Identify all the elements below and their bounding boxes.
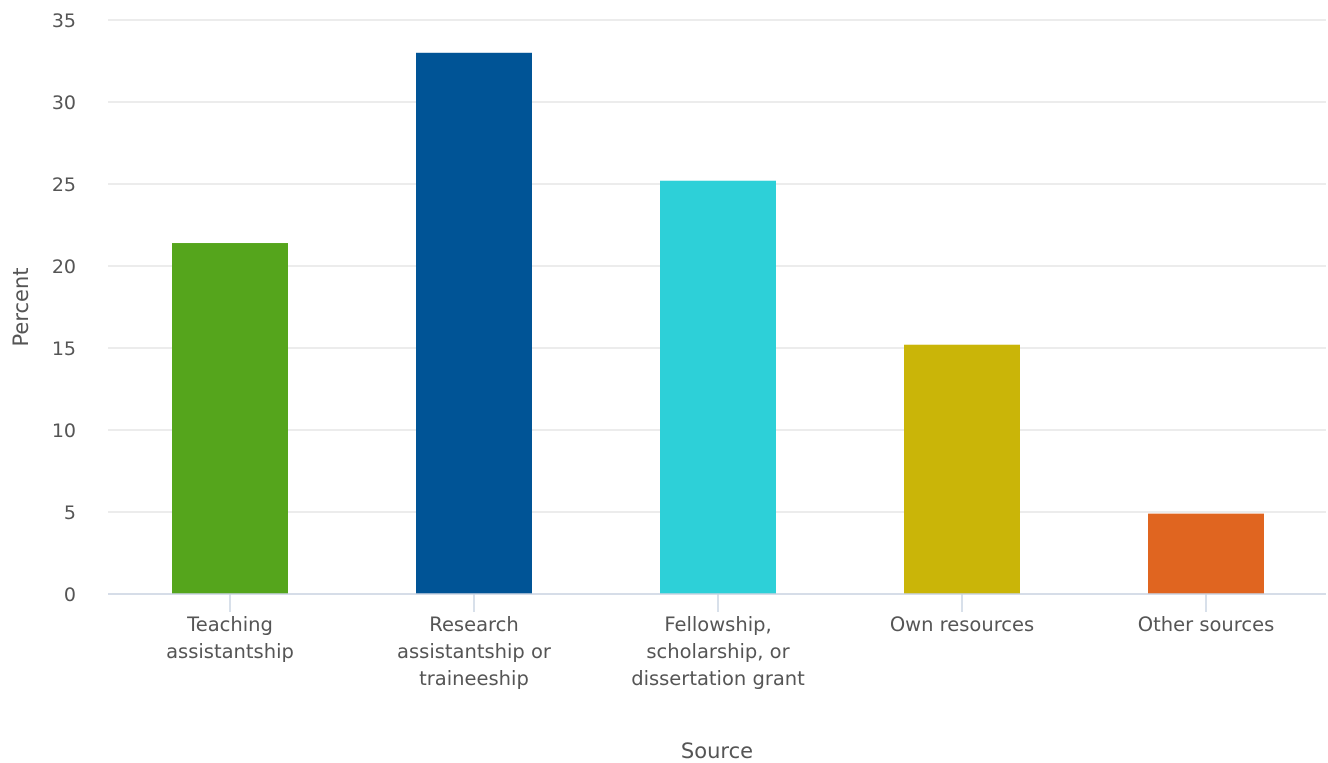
x-axis-ticks: Teaching assistantship Research assistantsh… <box>166 594 1274 690</box>
x-axis-title: Source <box>681 739 753 763</box>
bar <box>172 243 288 595</box>
x-tick-label: Teaching <box>186 613 273 636</box>
x-tick-label: assistantship or <box>397 640 552 663</box>
x-tick-label: Fellowship, <box>664 613 771 636</box>
y-tick-label: 5 <box>64 502 76 524</box>
x-tick-label: dissertation grant <box>631 667 805 690</box>
bar <box>660 180 776 594</box>
x-tick-label: Own resources <box>890 613 1034 636</box>
y-tick-label: 0 <box>64 584 76 606</box>
x-tick-label: assistantship <box>166 640 294 663</box>
y-tick-label: 30 <box>52 92 76 114</box>
bar <box>904 344 1020 594</box>
y-tick-label: 35 <box>52 10 76 32</box>
y-tick-label: 10 <box>52 420 76 442</box>
y-axis-title: Percent <box>9 267 33 346</box>
y-tick-label: 20 <box>52 256 76 278</box>
y-axis-ticks: 0 5 10 15 20 25 30 35 <box>52 10 76 606</box>
bar <box>1148 513 1264 594</box>
x-tick-label: scholarship, or <box>646 640 790 663</box>
bars <box>172 52 1264 595</box>
x-tick-label: Other sources <box>1138 613 1274 636</box>
x-tick-label: Research <box>429 613 518 636</box>
y-tick-label: 15 <box>52 338 76 360</box>
bar <box>416 52 532 595</box>
x-tick-label: traineeship <box>419 667 529 690</box>
y-tick-label: 25 <box>52 174 76 196</box>
